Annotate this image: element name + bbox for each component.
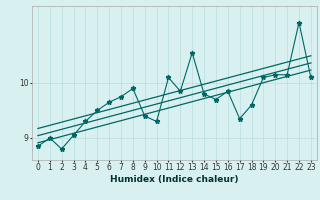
X-axis label: Humidex (Indice chaleur): Humidex (Indice chaleur) [110, 175, 239, 184]
